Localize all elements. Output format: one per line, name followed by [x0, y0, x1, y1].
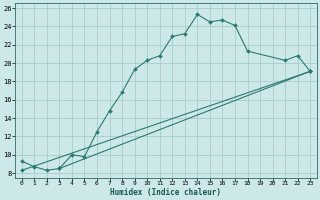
X-axis label: Humidex (Indice chaleur): Humidex (Indice chaleur)	[110, 188, 221, 197]
